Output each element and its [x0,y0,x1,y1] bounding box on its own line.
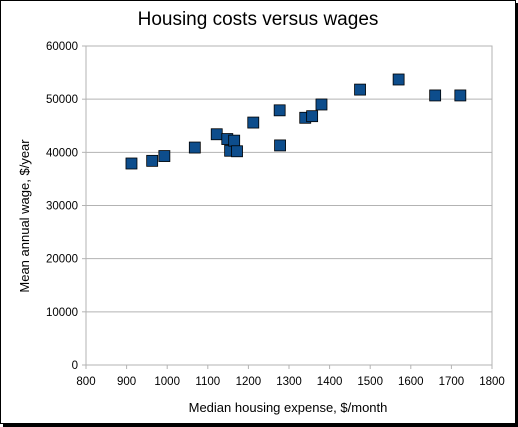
data-points [125,73,467,170]
data-point-18 [454,89,467,102]
data-point-1 [146,154,159,167]
x-tick-label-9: 1700 [439,376,465,388]
data-point-10 [273,104,286,117]
data-point-15 [354,83,366,96]
x-tick-label-3: 1100 [195,376,220,388]
y-axis-label: Mean annual wage, $/year [17,139,32,293]
y-tick-label-0: 0 [72,360,78,372]
x-tick-label-5: 1300 [276,376,302,388]
data-point-2 [158,150,171,162]
data-point-0 [125,157,138,170]
x-tick-label-2: 1000 [154,376,180,388]
x-tick-label-4: 1200 [236,376,262,388]
data-point-3 [188,141,201,154]
x-tick-label-8: 1600 [398,376,424,388]
x-axis-ticks: 800 900 1000 1100 1200 1300 1400 1500 1600 1700 18… [76,365,505,388]
plot-area [85,45,493,366]
data-point-4 [210,128,223,141]
gridlines [86,98,492,313]
data-point-11 [274,139,286,152]
x-axis-label: Median housing expense, $/month [189,400,388,415]
x-tick-label-7: 1500 [357,376,383,388]
y-tick-label-2: 20000 [46,254,78,266]
data-point-14 [315,98,328,111]
y-tick-label-6: 60000 [46,41,78,53]
y-tick-label-5: 50000 [46,94,78,106]
data-point-8 [231,145,243,158]
data-point-7 [228,134,241,147]
x-tick-label-1: 900 [117,376,136,388]
data-point-17 [429,89,442,102]
x-tick-label-6: 1400 [317,376,343,388]
x-tick-label-0: 800 [76,376,95,388]
y-tick-label-4: 40000 [46,147,78,159]
y-tick-label-3: 30000 [46,201,78,213]
chart-title: Housing costs versus wages [138,9,379,30]
x-tick-label-10: 1800 [479,376,505,388]
y-axis-ticks: 0 10000 20000 30000 40000 50000 60000 [46,41,86,372]
y-tick-label-1: 10000 [46,307,78,319]
data-point-9 [247,116,260,129]
data-point-16 [392,73,405,86]
data-point-13 [306,110,319,123]
